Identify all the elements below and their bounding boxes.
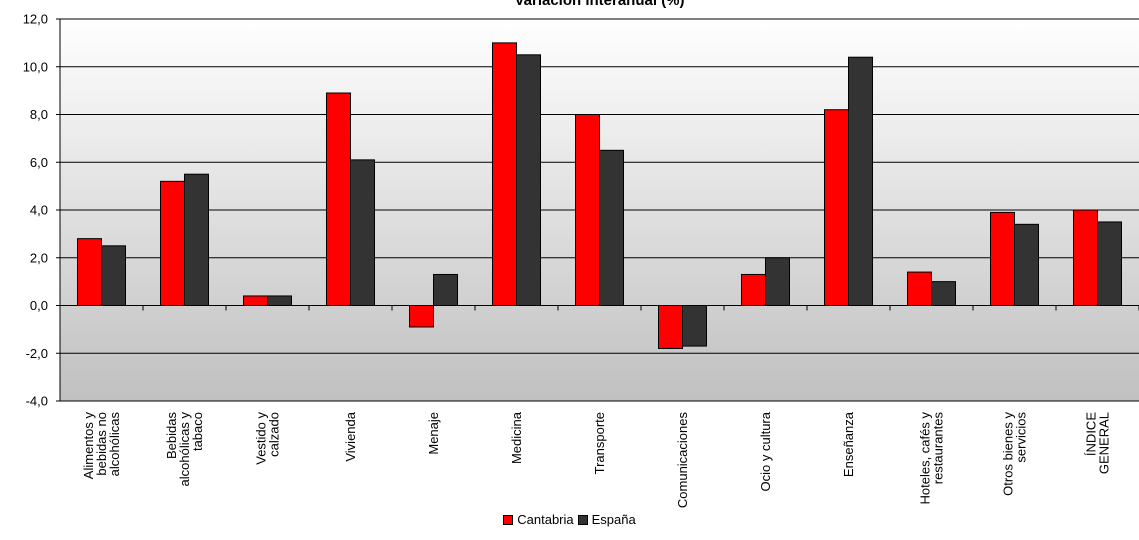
category-label: Enseñanza	[841, 411, 856, 477]
bar-espaa-6	[599, 149, 624, 306]
category-label: Medicina	[509, 411, 524, 464]
legend-label-cantabria: Cantabria	[517, 512, 574, 527]
category-label-line: Comunicaciones	[675, 412, 690, 509]
category-label-line: Vestido y	[254, 412, 269, 465]
bar-espaa-10	[931, 281, 956, 306]
category-label-line: Transporte	[592, 412, 607, 474]
chart-title: Variación interanual (%)	[514, 0, 685, 9]
bar-cantabria-11	[990, 211, 1015, 306]
category-label: Comunicaciones	[675, 412, 690, 509]
legend-item-espana: España	[577, 512, 636, 527]
category-label-line: Ocio y cultura	[758, 411, 773, 491]
y-tick-label: 10,0	[23, 59, 48, 74]
bar-espaa-8	[765, 257, 790, 306]
bar-cantabria-8	[741, 273, 766, 306]
y-tick-label: 2,0	[30, 250, 48, 265]
category-label-line: Vivienda	[343, 411, 358, 461]
bar-espaa-9	[848, 56, 873, 307]
bar-cantabria-7	[658, 305, 683, 349]
category-label: Transporte	[592, 412, 607, 474]
category-label: Otros bienes yservicios	[1001, 412, 1029, 496]
bar-espaa-5	[516, 54, 541, 306]
category-label-line: Bebidas	[164, 412, 179, 459]
category-label-line: Enseñanza	[841, 411, 856, 477]
category-label-line: ÍNDICE	[1084, 412, 1099, 456]
bar-espaa-3	[350, 159, 375, 306]
bar-espaa-7	[682, 305, 707, 347]
category-label-line: Hoteles, cafés y	[918, 412, 933, 505]
bar-cantabria-5	[492, 42, 517, 306]
y-tick-label: 12,0	[23, 12, 48, 27]
bar-espaa-4	[433, 273, 458, 306]
bar-espaa-11	[1014, 223, 1039, 306]
bar-cantabria-3	[326, 92, 351, 306]
category-label-line: GENERAL	[1097, 412, 1112, 474]
category-label-line: bebidas no	[94, 412, 109, 476]
bar-cantabria-0	[77, 238, 102, 306]
legend-swatch-cantabria	[503, 514, 514, 525]
category-label-line: Medicina	[509, 411, 524, 464]
bar-espaa-1	[184, 173, 209, 306]
bar-cantabria-10	[907, 271, 932, 307]
category-label-line: alcohólicas y	[177, 412, 192, 487]
bar-espaa-12	[1097, 221, 1122, 306]
category-label-line: Menaje	[426, 412, 441, 455]
legend-item-cantabria: Cantabria	[503, 512, 574, 527]
bar-cantabria-4	[409, 305, 434, 328]
category-label: Menaje	[426, 412, 441, 455]
y-tick-label: -4,0	[26, 394, 48, 409]
legend-label-espana: España	[591, 512, 636, 527]
bar-cantabria-1	[160, 180, 185, 307]
bar-cantabria-6	[575, 114, 600, 306]
bar-cantabria-2	[243, 295, 268, 307]
category-label: Hoteles, cafés yrestaurantes	[918, 412, 946, 505]
legend-swatch-espana	[577, 514, 588, 525]
chart-legend: Cantabria España	[0, 512, 1139, 527]
y-tick-label: -2,0	[26, 346, 48, 361]
bar-cantabria-9	[824, 109, 849, 306]
category-label-line: restaurantes	[931, 412, 946, 485]
category-label: Vestido ycalzado	[254, 412, 282, 465]
category-label: Bebidasalcohólicas ytabaco	[164, 412, 205, 487]
y-tick-label: 0,0	[30, 298, 48, 313]
category-label-line: Alimentos y	[81, 412, 96, 480]
category-label: Ocio y cultura	[758, 411, 773, 491]
category-label-line: alcohólicas	[107, 412, 122, 477]
bar-cantabria-12	[1073, 209, 1098, 306]
category-label: ÍNDICEGENERAL	[1084, 412, 1112, 474]
bar-espaa-0	[101, 245, 126, 306]
y-tick-label: 6,0	[30, 155, 48, 170]
category-label: Vivienda	[343, 411, 358, 461]
y-tick-label: 4,0	[30, 203, 48, 218]
category-label-line: calzado	[267, 412, 282, 457]
category-label: Alimentos ybebidas noalcohólicas	[81, 412, 122, 480]
category-label-line: Otros bienes y	[1001, 412, 1016, 496]
y-tick-label: 8,0	[30, 107, 48, 122]
category-label-line: servicios	[1014, 412, 1029, 463]
category-label-line: tabaco	[190, 412, 205, 451]
bar-espaa-2	[267, 295, 292, 307]
